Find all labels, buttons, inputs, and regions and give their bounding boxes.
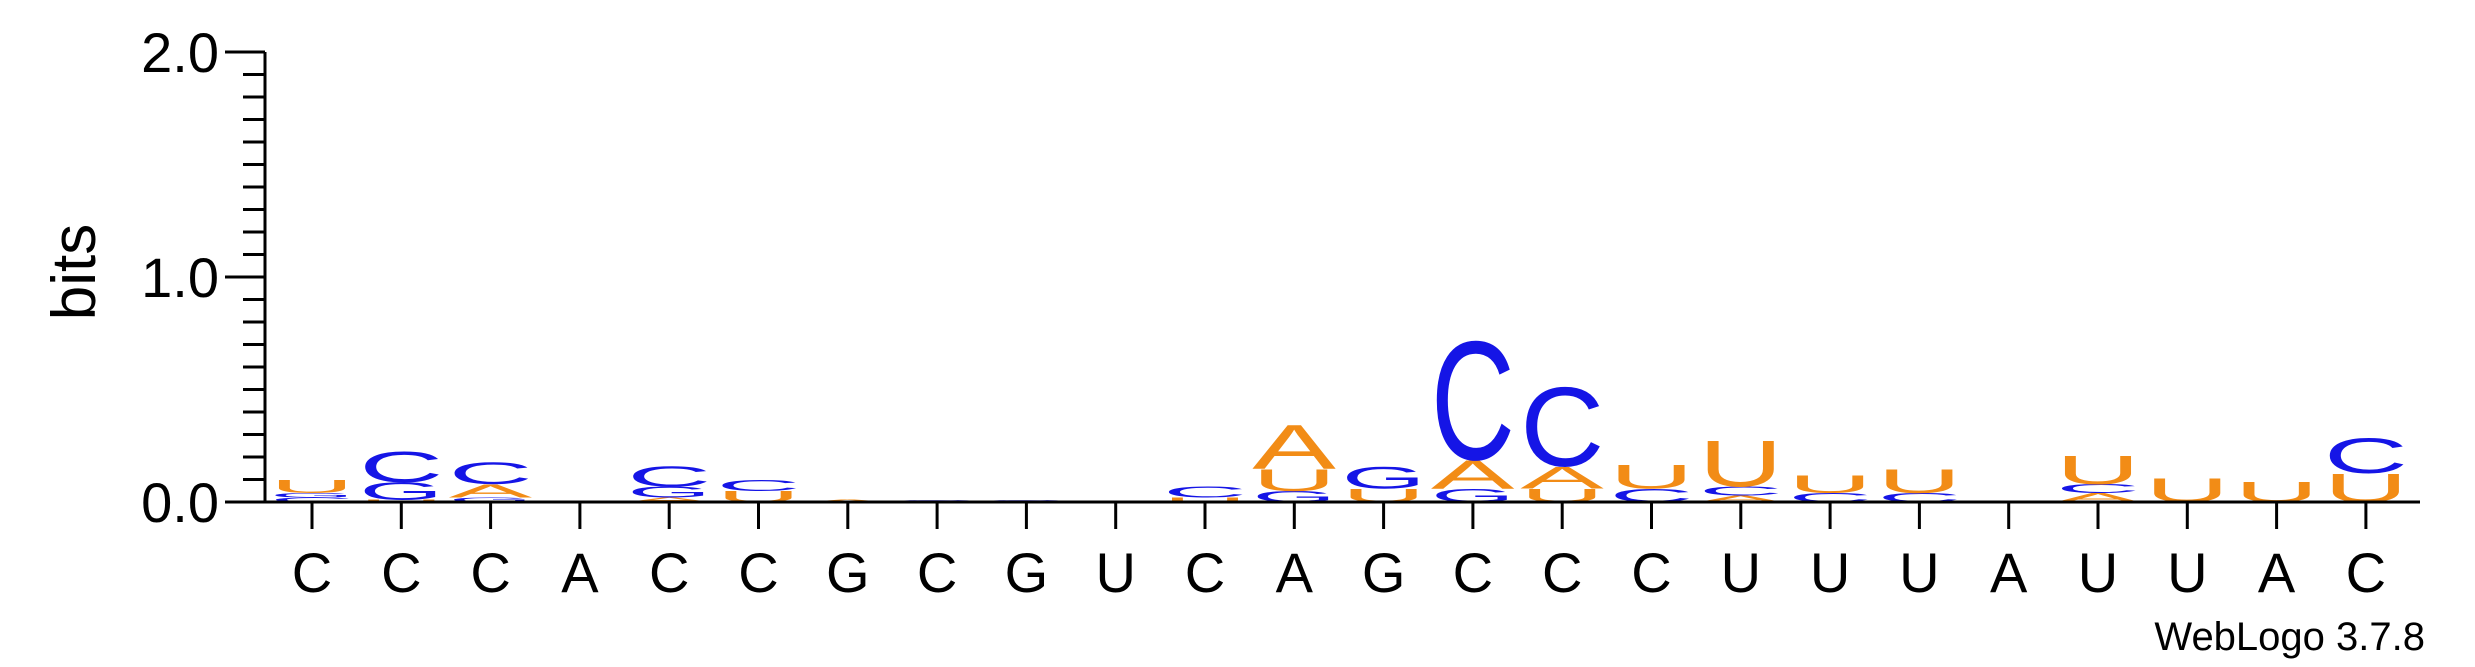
logo-letter-a: A (627, 496, 712, 503)
logo-letter-g: G (627, 483, 711, 501)
logo-letter-a: A (1699, 494, 1784, 504)
logo-letter-g: G (359, 477, 443, 505)
x-tick-label: U (1095, 541, 1135, 604)
x-tick-label: G (826, 541, 870, 604)
x-tick-label: A (2258, 541, 2296, 604)
y-tick-label: 1.0 (141, 246, 219, 309)
x-tick-label: A (561, 541, 599, 604)
x-tick-label: G (1362, 541, 1406, 604)
x-tick-label: C (1542, 541, 1582, 604)
logo-letter-c: C (1431, 305, 1515, 495)
logo-letter-c: C (1163, 483, 1247, 501)
x-tick-label: U (1721, 541, 1761, 604)
logo-letter-u: U (1610, 457, 1694, 496)
logo-letter-g: G (449, 496, 533, 503)
y-tick-label: 2.0 (141, 21, 219, 84)
logo-letter-u: U (1788, 470, 1872, 498)
axes (263, 52, 2420, 504)
logo-letter-c: C (270, 496, 354, 503)
x-tick-label: C (2346, 541, 2386, 604)
x-tick-label: C (1631, 541, 1671, 604)
x-tick-label: U (2167, 541, 2207, 604)
logo-letter-u: U (1877, 462, 1961, 501)
x-tick-label: C (917, 541, 957, 604)
x-tick-label: C (1453, 541, 1493, 604)
logo-letter-c: C (1520, 364, 1604, 490)
x-tick-label: U (1899, 541, 1939, 604)
x-tick-label: C (1185, 541, 1225, 604)
x-tick-label: C (738, 541, 778, 604)
logo-letter-g: G (1342, 460, 1426, 495)
logo-letter-c: C (1699, 484, 1783, 498)
x-tick-label: C (381, 541, 421, 604)
logo-letter-a: A (1520, 460, 1604, 495)
logo-letter-u: U (1163, 496, 1247, 503)
y-axis-label: bits (40, 224, 109, 320)
x-tick-label: U (1810, 541, 1850, 604)
logo-letter-c: C (449, 456, 533, 491)
logo-letter-c: C (717, 477, 801, 495)
logo-letter-c: C (2324, 427, 2408, 483)
logo-letter-u: U (2056, 447, 2140, 492)
y-axis-ticks: 0.0 1.0 2.0 (141, 21, 265, 534)
x-tick-label: G (1005, 541, 1049, 604)
letter-stacks: CGUUGCGACAGCUCAGGUCGUAUGGACUACCUACUCUCUA… (270, 305, 2408, 511)
logo-letter-a: A (1252, 412, 1336, 482)
y-tick-label: 0.0 (141, 471, 219, 534)
logo-letter-u: U (270, 476, 354, 497)
x-tick-label: C (470, 541, 510, 604)
logo-letter-a: A (449, 480, 533, 501)
logo-letter-c: C (359, 442, 443, 492)
logo-letter-a: A (1431, 452, 1515, 498)
x-tick-label: C (649, 541, 689, 604)
x-tick-label: A (1276, 541, 1314, 604)
x-tick-label: U (2078, 541, 2118, 604)
x-tick-label: C (292, 541, 332, 604)
logo-letter-g: G (270, 492, 354, 499)
logo-letter-c: C (2056, 482, 2140, 496)
weblogo-version-label: WebLogo 3.7.8 (2154, 615, 2425, 659)
logo-letter-c: C (627, 461, 711, 493)
x-tick-label: A (1990, 541, 2028, 604)
logo-letter-u: U (1699, 427, 1783, 501)
logo-letter-u: U (1252, 463, 1336, 498)
